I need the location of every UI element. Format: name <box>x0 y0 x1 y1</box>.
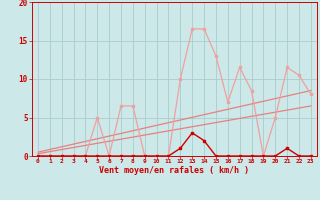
X-axis label: Vent moyen/en rafales ( km/h ): Vent moyen/en rafales ( km/h ) <box>100 166 249 175</box>
